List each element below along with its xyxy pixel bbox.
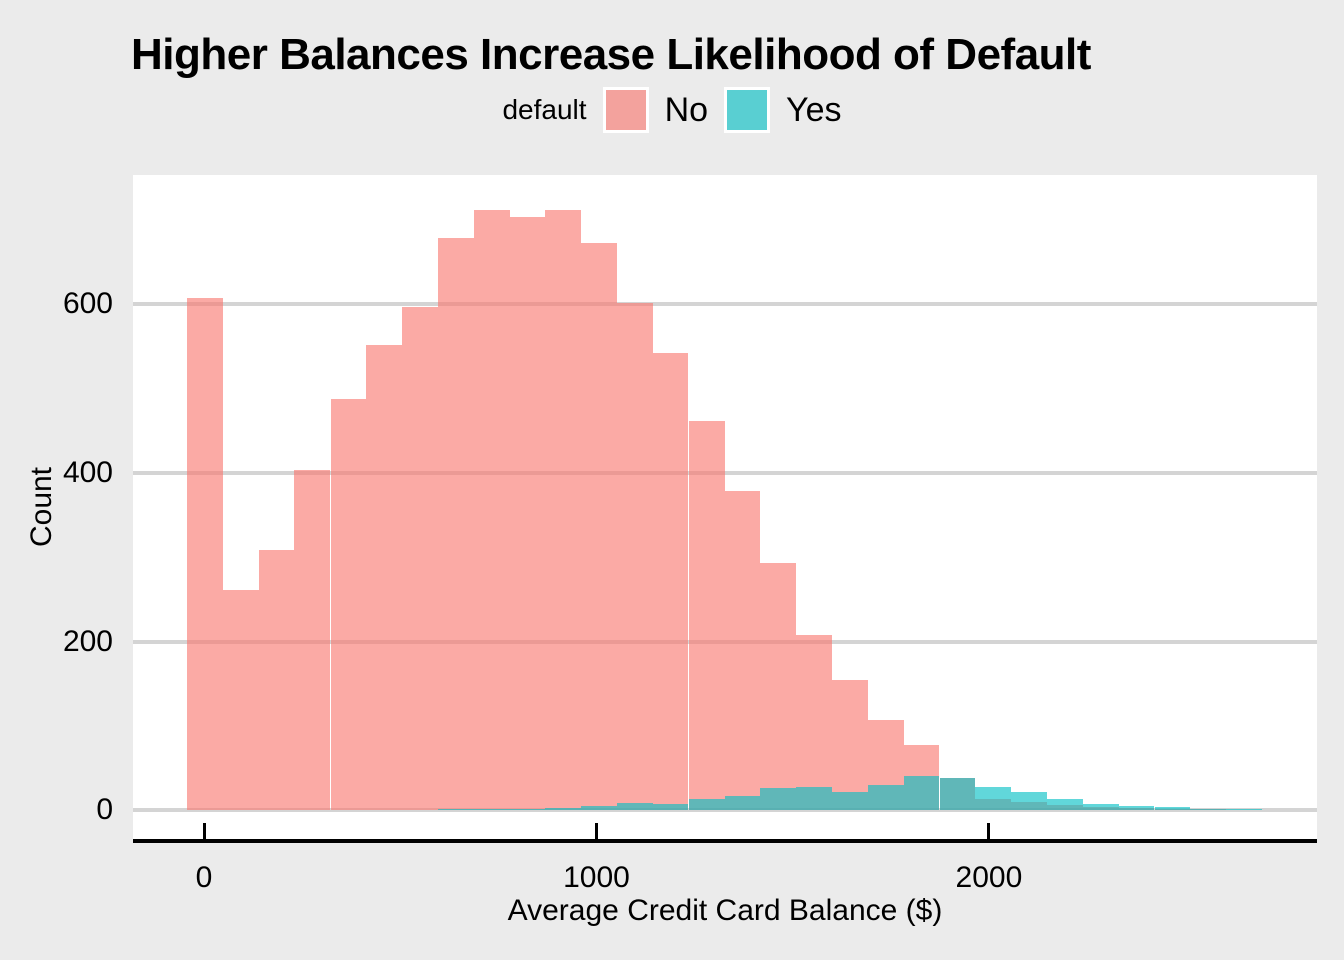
- legend-swatch-yes-icon: [724, 87, 771, 133]
- histogram-bar: [617, 303, 653, 811]
- histogram-bar: [473, 209, 510, 811]
- histogram-bar: [832, 791, 868, 811]
- legend-swatch-no-icon: [602, 87, 649, 133]
- histogram-bar: [581, 242, 618, 811]
- chart-title: Higher Balances Increase Likelihood of D…: [131, 30, 1091, 79]
- histogram-bar: [617, 802, 653, 811]
- histogram-bar: [688, 420, 725, 811]
- histogram-bar: [1047, 798, 1083, 811]
- histogram-bar: [581, 806, 618, 811]
- histogram-bar: [796, 634, 833, 811]
- histogram-bar: [867, 785, 904, 811]
- y-tick-label: 600: [62, 287, 113, 321]
- histogram-bar: [545, 209, 581, 811]
- legend-label-yes: Yes: [786, 90, 842, 129]
- histogram-bar: [438, 238, 474, 811]
- histogram-bar: [509, 808, 546, 811]
- histogram-bar: [1082, 804, 1119, 811]
- x-tick-label: 0: [195, 861, 213, 894]
- histogram-bar: [975, 786, 1012, 811]
- histogram-bar: [1154, 806, 1191, 811]
- histogram-bar: [509, 217, 546, 811]
- histogram-bar: [724, 490, 761, 811]
- histogram-bar: [258, 549, 295, 811]
- histogram-bar: [760, 563, 797, 811]
- histogram-bar: [330, 399, 367, 811]
- legend-label-no: No: [664, 90, 709, 129]
- plot-panel: [133, 175, 1317, 843]
- histogram-bar: [1118, 806, 1155, 811]
- histogram-bar: [939, 778, 976, 811]
- x-tick-label: 2000: [955, 861, 1023, 894]
- histogram-bar: [796, 786, 833, 811]
- legend-item-yes: Yes: [724, 87, 842, 133]
- gridline: [133, 302, 1317, 307]
- histogram-bar: [1011, 791, 1047, 811]
- histogram-bar: [366, 345, 402, 811]
- histogram-bar: [545, 807, 581, 811]
- gridline: [133, 470, 1317, 475]
- histogram-bar: [903, 775, 940, 811]
- histogram-bar: [1226, 808, 1262, 811]
- x-tick-mark: [202, 823, 206, 839]
- y-tick-label: 200: [62, 624, 113, 658]
- histogram-bar: [473, 808, 510, 811]
- x-tick-label: 1000: [563, 861, 630, 894]
- legend-title: default: [502, 94, 587, 125]
- histogram-bar: [223, 590, 259, 811]
- x-tick-mark: [595, 823, 598, 839]
- y-tick-label: 400: [62, 455, 113, 489]
- legend: default No Yes: [0, 84, 1344, 136]
- histogram-bar: [402, 306, 438, 811]
- histogram-bar: [688, 799, 725, 811]
- x-axis-title: Average Credit Card Balance ($): [507, 894, 943, 927]
- histogram-bar: [760, 787, 797, 811]
- histogram-bar: [832, 680, 868, 811]
- histogram-bar: [652, 353, 689, 811]
- y-tick-label: 0: [96, 793, 113, 827]
- histogram-bar: [724, 795, 761, 811]
- histogram-bar: [186, 298, 223, 811]
- x-tick-mark: [987, 823, 991, 839]
- legend-item-no: No: [602, 87, 709, 133]
- histogram-bar: [438, 808, 474, 811]
- histogram-bar: [1190, 808, 1227, 811]
- histogram-bar: [294, 470, 331, 811]
- histogram-bar: [652, 804, 689, 811]
